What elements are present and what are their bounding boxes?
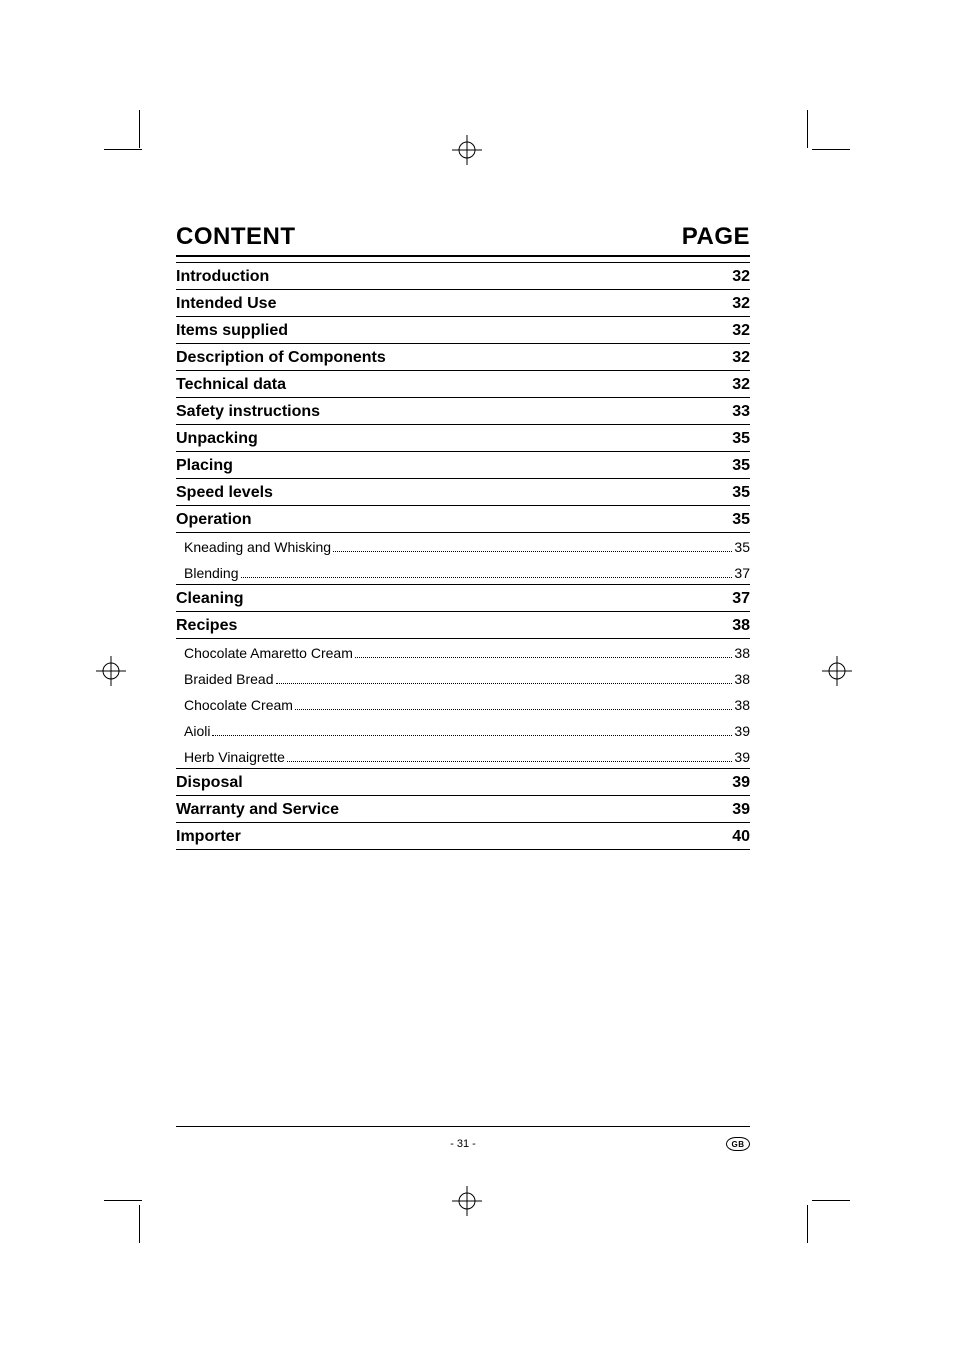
toc-section-row: Safety instructions 33 <box>176 397 750 425</box>
toc-subsection-page: 38 <box>734 671 750 687</box>
toc-subsection-row: Chocolate Cream 38 <box>176 691 750 717</box>
toc-section-title: Importer <box>176 828 241 846</box>
toc-subsection-row: Kneading and Whisking 35 <box>176 533 750 559</box>
toc-leader-dots <box>241 577 733 578</box>
toc-subsection-page: 38 <box>734 645 750 661</box>
crop-mark <box>104 149 142 150</box>
toc-section-row: Items supplied 32 <box>176 316 750 344</box>
crop-mark <box>807 1205 808 1243</box>
toc-section-title: Description of Components <box>176 349 386 367</box>
page-footer: - 31 - GB <box>176 1126 750 1151</box>
toc-subsection-title: Chocolate Cream <box>184 697 293 713</box>
toc-subsection-row: Chocolate Amaretto Cream 38 <box>176 639 750 665</box>
toc-section-title: Introduction <box>176 268 269 286</box>
toc-leader-dots <box>287 761 733 762</box>
toc-section-row: Importer 40 <box>176 822 750 850</box>
toc-section-row: Placing 35 <box>176 451 750 479</box>
toc-section-row: Technical data 32 <box>176 370 750 398</box>
registration-mark <box>452 1186 482 1216</box>
toc-section-row: Introduction 32 <box>176 262 750 290</box>
toc-subsection-page: 39 <box>734 723 750 739</box>
toc-subsection-title: Aioli <box>184 723 210 739</box>
page-heading: PAGE <box>682 223 750 251</box>
toc-section-title: Speed levels <box>176 484 273 502</box>
toc-section-title: Placing <box>176 457 233 475</box>
crop-mark <box>812 1200 850 1201</box>
toc-section-page: 32 <box>732 268 750 286</box>
toc-subsection-row: Aioli 39 <box>176 717 750 743</box>
toc-section-page: 38 <box>732 617 750 635</box>
toc-section-row: Operation 35 <box>176 505 750 533</box>
toc-section-page: 33 <box>732 403 750 421</box>
toc-section-row: Warranty and Service 39 <box>176 795 750 823</box>
crop-mark <box>139 110 140 148</box>
toc-subsection-title: Kneading and Whisking <box>184 539 331 555</box>
footer-rule <box>176 1126 750 1127</box>
toc-subsection-title: Blending <box>184 565 239 581</box>
toc-subsection-title: Herb Vinaigrette <box>184 749 285 765</box>
footer-page-number: - 31 - <box>450 1138 476 1150</box>
toc-section-row: Speed levels 35 <box>176 478 750 506</box>
crop-mark <box>807 110 808 148</box>
toc-section-page: 32 <box>732 295 750 313</box>
toc-section-page: 35 <box>732 430 750 448</box>
registration-mark <box>822 656 852 686</box>
toc-section-row: Unpacking 35 <box>176 424 750 452</box>
toc-subsection-row: Braided Bread 38 <box>176 665 750 691</box>
toc-section-row: Intended Use 32 <box>176 289 750 317</box>
content-heading: CONTENT <box>176 223 296 251</box>
toc-subsection-page: 38 <box>734 697 750 713</box>
toc-section-page: 37 <box>732 590 750 608</box>
toc-section-title: Operation <box>176 511 252 529</box>
toc-section-row: Recipes 38 <box>176 611 750 639</box>
page-content: CONTENT PAGE Introduction 32 Intended Use 3… <box>176 223 750 850</box>
toc-section-row: Cleaning 37 <box>176 584 750 612</box>
footer-content: - 31 - GB <box>176 1137 750 1151</box>
toc-section-title: Warranty and Service <box>176 801 339 819</box>
toc-section-title: Safety instructions <box>176 403 320 421</box>
toc-section-row: Disposal 39 <box>176 768 750 796</box>
crop-mark <box>104 1200 142 1201</box>
toc-section-title: Items supplied <box>176 322 288 340</box>
crop-mark <box>139 1205 140 1243</box>
toc-section-title: Recipes <box>176 617 237 635</box>
toc-section-row: Description of Components 32 <box>176 343 750 371</box>
toc-section-page: 35 <box>732 457 750 475</box>
registration-mark <box>96 656 126 686</box>
toc-subsection-row: Herb Vinaigrette 39 <box>176 743 750 769</box>
registration-mark <box>452 135 482 165</box>
toc-section-page: 32 <box>732 322 750 340</box>
toc-subsection-title: Chocolate Amaretto Cream <box>184 645 353 661</box>
toc-heading-row: CONTENT PAGE <box>176 223 750 257</box>
toc-section-title: Disposal <box>176 774 243 792</box>
toc-section-page: 32 <box>732 376 750 394</box>
toc-section-page: 35 <box>732 484 750 502</box>
toc-leader-dots <box>276 683 733 684</box>
table-of-contents: Introduction32Intended Use32Items suppli… <box>176 262 750 850</box>
toc-leader-dots <box>355 657 733 658</box>
toc-section-page: 40 <box>732 828 750 846</box>
language-badge: GB <box>726 1137 750 1151</box>
toc-subsection-title: Braided Bread <box>184 671 274 687</box>
toc-section-page: 32 <box>732 349 750 367</box>
toc-leader-dots <box>333 551 732 552</box>
crop-mark <box>812 149 850 150</box>
toc-subsection-page: 35 <box>734 539 750 555</box>
toc-subsection-page: 37 <box>734 565 750 581</box>
toc-section-page: 39 <box>732 774 750 792</box>
toc-section-title: Intended Use <box>176 295 276 313</box>
toc-leader-dots <box>212 735 732 736</box>
toc-section-title: Cleaning <box>176 590 244 608</box>
toc-subsection-page: 39 <box>734 749 750 765</box>
toc-section-page: 39 <box>732 801 750 819</box>
toc-section-page: 35 <box>732 511 750 529</box>
toc-subsection-row: Blending 37 <box>176 559 750 585</box>
toc-leader-dots <box>295 709 732 710</box>
toc-section-title: Technical data <box>176 376 286 394</box>
toc-section-title: Unpacking <box>176 430 258 448</box>
